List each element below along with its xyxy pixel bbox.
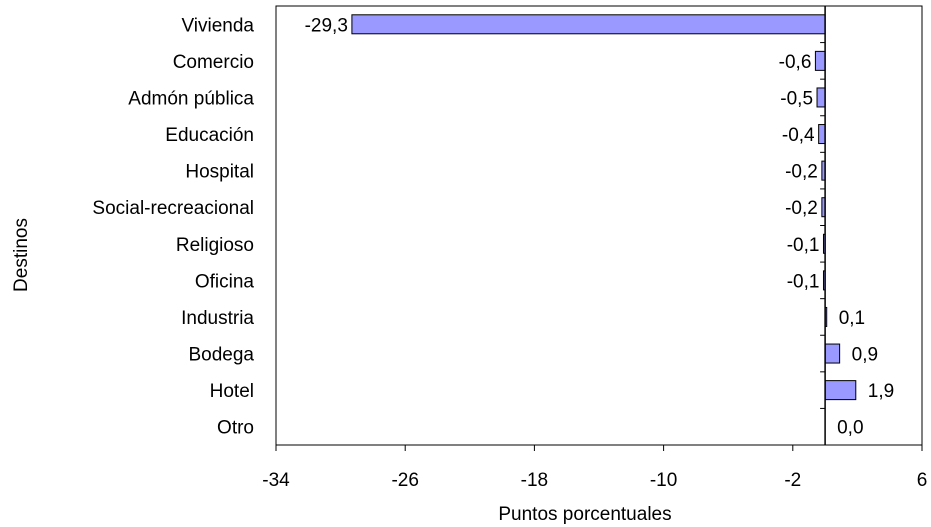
zero-axis <box>820 5 826 446</box>
category-label: Otro <box>217 418 254 439</box>
value-label: -0,4 <box>782 125 815 146</box>
bar <box>351 14 826 35</box>
y-axis-title: Destinos <box>11 218 32 292</box>
value-label: -0,6 <box>779 52 812 73</box>
category-label: Religioso <box>176 235 254 256</box>
value-label: 1,9 <box>868 381 894 402</box>
plot-area <box>275 5 923 446</box>
value-label: 0,0 <box>837 418 863 439</box>
bars <box>351 14 857 401</box>
x-tick-label: -34 <box>262 470 290 491</box>
category-label: Hospital <box>185 162 254 183</box>
value-label: -0,1 <box>787 271 820 292</box>
bar <box>814 50 826 71</box>
x-tick-label: -18 <box>521 470 548 491</box>
bar <box>818 124 826 145</box>
category-label: Social-recreacional <box>92 198 254 219</box>
category-label: Admón pública <box>128 88 254 109</box>
category-label: Oficina <box>195 271 255 292</box>
value-label: 0,1 <box>839 308 865 329</box>
x-tick-label: -26 <box>391 470 418 491</box>
bar <box>824 343 841 364</box>
category-label: Industria <box>181 308 254 329</box>
x-tick-label: 6 <box>917 470 928 491</box>
category-label: Vivienda <box>181 15 254 36</box>
value-label: -29,3 <box>305 15 348 36</box>
value-label: -0,2 <box>785 162 818 183</box>
x-axis-title: Puntos porcentuales <box>498 504 671 525</box>
x-axis-ticks: -34 -26 -18 -10 -2 6 <box>262 445 927 491</box>
value-label: -0,5 <box>780 88 813 109</box>
value-label: 0,9 <box>852 345 878 366</box>
category-label: Hotel <box>210 381 254 402</box>
x-tick-label: -10 <box>650 470 677 491</box>
value-labels: -29,3 -0,6 -0,5 -0,4 -0,2 -0,2 -0,1 -0,1 0,1 0,9 1… <box>305 15 895 438</box>
category-labels: Vivienda Comercio Admón pública Educación Ho… <box>92 15 254 438</box>
value-label: -0,1 <box>787 235 820 256</box>
bar <box>816 87 826 108</box>
category-label: Comercio <box>173 52 254 73</box>
category-label: Educación <box>165 125 254 146</box>
value-label: -0,2 <box>785 198 818 219</box>
bar <box>824 380 857 401</box>
x-tick-label: -2 <box>784 470 801 491</box>
category-label: Bodega <box>188 345 254 366</box>
